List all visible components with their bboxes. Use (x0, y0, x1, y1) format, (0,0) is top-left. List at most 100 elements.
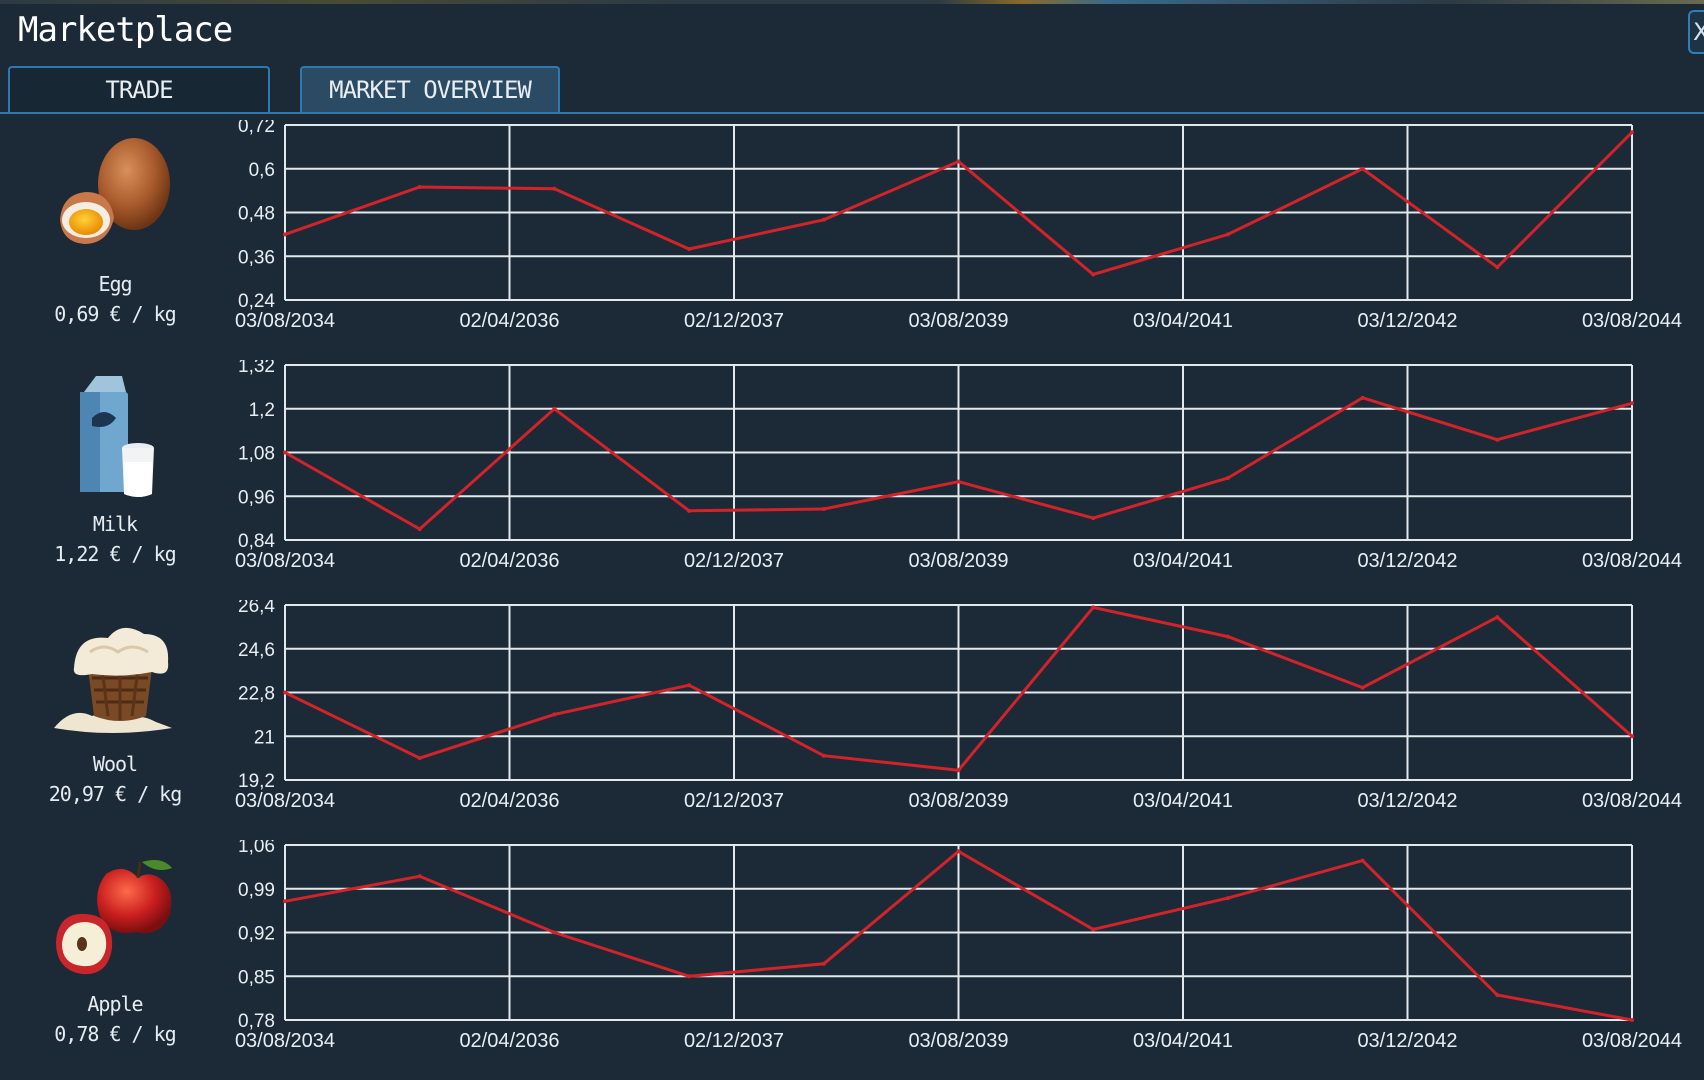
product-price: 0,69 € / kg (54, 302, 176, 326)
price-data-point (1495, 993, 1500, 997)
y-tick-label: 0,48 (238, 204, 275, 225)
y-tick-label: 0,92 (238, 924, 275, 945)
x-tick-label: 03/08/2039 (908, 550, 1008, 572)
product-row-apple: Apple 0,78 € / kg 03/08/2034 02/04/2036 02… (0, 840, 1704, 1080)
price-data-point (821, 507, 826, 512)
price-data-point (552, 930, 557, 935)
x-tick-label: 03/08/2034 (235, 550, 335, 572)
x-tick-label: 03/04/2041 (1133, 1030, 1233, 1052)
price-data-point (956, 159, 961, 164)
x-tick-label: 02/12/2037 (684, 310, 784, 332)
tab-divider (0, 112, 1704, 114)
tab-market-overview[interactable]: MARKET OVERVIEW (300, 66, 560, 112)
y-tick-label: 0,85 (238, 967, 275, 988)
product-price: 20,97 € / kg (48, 782, 183, 806)
price-data-point (1225, 476, 1230, 481)
milk-icon (80, 376, 154, 497)
product-name: Egg (98, 272, 132, 296)
y-tick-label: 1,32 (238, 360, 275, 377)
price-data-point (417, 756, 422, 761)
window-title: Marketplace (18, 10, 233, 50)
price-data-point (1225, 896, 1230, 901)
wool-icon (54, 627, 172, 733)
price-data-point (956, 849, 961, 854)
price-data-point (1091, 516, 1096, 521)
tab-trade[interactable]: TRADE (8, 66, 270, 112)
product-name: Apple (87, 992, 143, 1016)
price-data-point (1225, 232, 1230, 237)
y-tick-label: 0,96 (238, 487, 275, 508)
price-chart-egg: 03/08/2034 02/04/2036 02/12/2037 03/08/2039… (235, 120, 1682, 332)
product-name: Wool (92, 752, 138, 776)
top-strip (0, 0, 1704, 4)
y-tick-label: 0,99 (238, 880, 275, 901)
x-tick-label: 03/04/2041 (1133, 550, 1233, 572)
price-data-point (417, 527, 422, 532)
price-data-point (1360, 685, 1365, 690)
x-tick-label: 03/08/2034 (235, 1030, 335, 1052)
price-data-point (687, 246, 692, 251)
x-tick-label: 03/08/2044 (1582, 1030, 1682, 1052)
close-icon: X (1693, 18, 1704, 46)
price-data-point (1360, 166, 1365, 171)
price-data-point (1360, 395, 1365, 400)
y-tick-label: 0,78 (238, 1011, 275, 1032)
price-data-point (1630, 401, 1634, 406)
price-data-point (1495, 437, 1500, 442)
x-tick-label: 03/08/2034 (235, 790, 335, 812)
apple-icon (56, 860, 172, 975)
y-tick-label: 1,06 (238, 840, 275, 857)
x-tick-label: 03/08/2044 (1582, 550, 1682, 572)
product-row-egg: Egg 0,69 € / kg 03/08/2034 02/04/2036 02/1… (0, 120, 1704, 360)
product-price: 1,22 € / kg (54, 542, 176, 566)
price-data-point (1630, 734, 1634, 739)
x-tick-label: 03/12/2042 (1357, 550, 1457, 572)
x-tick-label: 02/12/2037 (684, 1030, 784, 1052)
price-data-point (283, 232, 287, 237)
x-tick-label: 03/08/2034 (235, 310, 335, 332)
price-data-point (552, 186, 557, 191)
y-tick-label: 0,84 (238, 531, 275, 552)
y-tick-label: 26,4 (238, 600, 275, 617)
price-data-point (1091, 272, 1096, 277)
y-tick-label: 0,24 (238, 291, 275, 312)
price-chart-wool: 03/08/2034 02/04/2036 02/12/2037 03/08/2039… (235, 600, 1682, 812)
price-data-point (283, 690, 287, 695)
close-button[interactable]: X (1688, 10, 1704, 54)
product-row-wool: Wool 20,97 € / kg 03/08/2034 02/04/2036 02… (0, 600, 1704, 840)
x-tick-label: 02/04/2036 (459, 790, 559, 812)
price-data-point (417, 874, 422, 879)
price-data-point (821, 217, 826, 222)
y-tick-label: 24,6 (238, 640, 275, 661)
price-data-point (1630, 1018, 1634, 1022)
x-tick-label: 02/12/2037 (684, 550, 784, 572)
price-data-point (821, 753, 826, 758)
x-tick-label: 03/12/2042 (1357, 310, 1457, 332)
x-tick-label: 03/08/2039 (908, 1030, 1008, 1052)
x-tick-label: 03/08/2044 (1582, 310, 1682, 332)
price-data-point (283, 450, 287, 455)
y-tick-label: 21 (254, 727, 275, 748)
y-tick-label: 0,6 (249, 160, 275, 181)
x-tick-label: 03/08/2039 (908, 310, 1008, 332)
product-name: Milk (92, 512, 138, 536)
price-data-point (1360, 858, 1365, 863)
y-tick-label: 0,72 (238, 120, 275, 137)
price-data-point (687, 508, 692, 513)
y-tick-label: 19,2 (238, 771, 275, 792)
x-tick-label: 02/04/2036 (459, 310, 559, 332)
price-data-point (1495, 265, 1500, 270)
y-tick-label: 1,08 (238, 444, 275, 465)
price-data-point (687, 683, 692, 688)
price-data-point (1091, 927, 1096, 932)
y-tick-label: 22,8 (238, 684, 275, 705)
price-data-point (956, 479, 961, 484)
x-tick-label: 03/04/2041 (1133, 310, 1233, 332)
price-chart-milk: 03/08/2034 02/04/2036 02/12/2037 03/08/2039… (235, 360, 1682, 572)
price-data-point (1495, 615, 1500, 620)
x-tick-label: 02/04/2036 (459, 1030, 559, 1052)
price-data-point (956, 768, 961, 773)
product-price: 0,78 € / kg (54, 1022, 176, 1046)
x-tick-label: 02/12/2037 (684, 790, 784, 812)
x-tick-label: 03/08/2039 (908, 790, 1008, 812)
